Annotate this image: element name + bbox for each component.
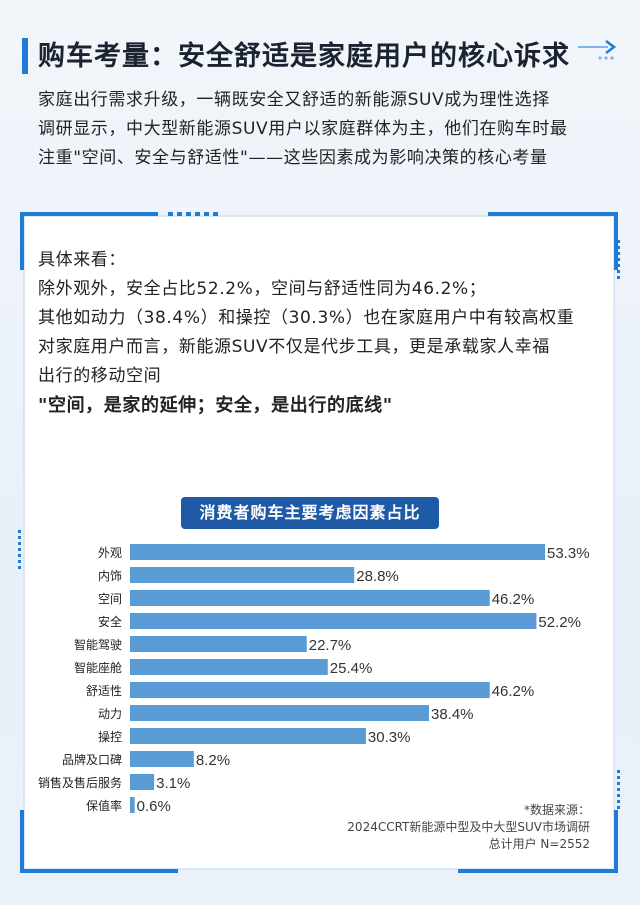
- value-label: 53.3%: [547, 545, 590, 562]
- bar: [130, 567, 355, 583]
- header: 购车考量：安全舒适是家庭用户的核心诉求: [22, 30, 622, 80]
- bar: [130, 774, 155, 790]
- value-label: 46.2%: [492, 591, 535, 608]
- bar: [130, 544, 545, 560]
- value-label: 46.2%: [492, 683, 535, 700]
- chart-title: 消费者购车主要考虑因素占比: [181, 497, 439, 529]
- value-label: 38.4%: [431, 706, 474, 723]
- category-label: 操控: [98, 729, 122, 744]
- intro-paragraph: 家庭出行需求升级，一辆既安全又舒适的新能源SUV成为理性选择 调研显示，中大型新…: [38, 86, 618, 173]
- value-label: 0.6%: [137, 798, 171, 815]
- source-line: *数据来源：: [523, 803, 590, 817]
- bar: [130, 590, 490, 606]
- source-line: 2024CCRT新能源中型及中大型SUV市场调研: [347, 820, 590, 834]
- value-label: 30.3%: [368, 729, 411, 746]
- bar: [130, 728, 366, 744]
- title-accent-bar: [22, 38, 28, 74]
- panel-text: 具体来看： 除外观外，安全占比52.2%，空间与舒适性同为46.2%； 其他如动…: [38, 246, 598, 420]
- category-label: 销售及售后服务: [38, 775, 122, 790]
- value-label: 52.2%: [538, 614, 581, 631]
- panel-frame: [18, 212, 620, 873]
- content-line: 除外观外，安全占比52.2%，空间与舒适性同为46.2%；: [38, 279, 487, 299]
- content-panel: [18, 210, 620, 875]
- bar: [130, 705, 429, 721]
- content-line: 对家庭用户而言，新能源SUV不仅是代步工具，更是承载家人幸福: [38, 337, 550, 357]
- value-label: 25.4%: [330, 660, 373, 677]
- value-label: 3.1%: [156, 775, 190, 792]
- content-line: 具体来看：: [38, 250, 126, 270]
- bar: [130, 636, 307, 652]
- bar-chart: 外观 53.3% 内饰 28.8% 空间 46.2% 安全 52.2% 智能驾驶 22.7% 智能座…: [38, 544, 590, 815]
- intro-line: 注重"空间、安全与舒适性"——这些因素成为影响决策的核心考量: [38, 148, 548, 168]
- bar: [130, 682, 490, 698]
- intro-line: 调研显示，中大型新能源SUV用户以家庭群体为主，他们在购车时最: [38, 119, 568, 139]
- content-line: 其他如动力（38.4%）和操控（30.3%）也在家庭用户中有较高权重: [38, 308, 575, 328]
- data-source: *数据来源： 2024CCRT新能源中型及中大型SUV市场调研 总计用户 N=2…: [347, 802, 590, 853]
- bar: [130, 613, 537, 629]
- bar: [130, 659, 328, 675]
- category-label: 内饰: [98, 569, 122, 583]
- bar: [130, 797, 135, 813]
- value-label: 22.7%: [309, 637, 352, 654]
- page-title: 购车考量：安全舒适是家庭用户的核心诉求: [38, 41, 570, 72]
- category-label: 动力: [98, 707, 122, 721]
- category-label: 智能驾驶: [74, 637, 122, 652]
- category-label: 空间: [98, 592, 122, 606]
- category-label: 智能座舱: [74, 660, 122, 675]
- content-line: 出行的移动空间: [38, 366, 162, 386]
- value-label: 8.2%: [196, 752, 230, 769]
- category-label: 品牌及口碑: [62, 752, 122, 767]
- category-label: 外观: [98, 546, 122, 560]
- value-label: 28.8%: [356, 568, 399, 585]
- header-decoration: [578, 40, 617, 60]
- source-line: 总计用户 N=2552: [488, 837, 590, 851]
- category-label: 舒适性: [86, 684, 122, 698]
- category-label: 保值率: [86, 798, 122, 813]
- category-label: 安全: [98, 614, 122, 629]
- bar: [130, 751, 194, 767]
- content-highlight: "空间，是家的延伸；安全，是出行的底线": [38, 395, 393, 416]
- intro-line: 家庭出行需求升级，一辆既安全又舒适的新能源SUV成为理性选择: [38, 90, 550, 110]
